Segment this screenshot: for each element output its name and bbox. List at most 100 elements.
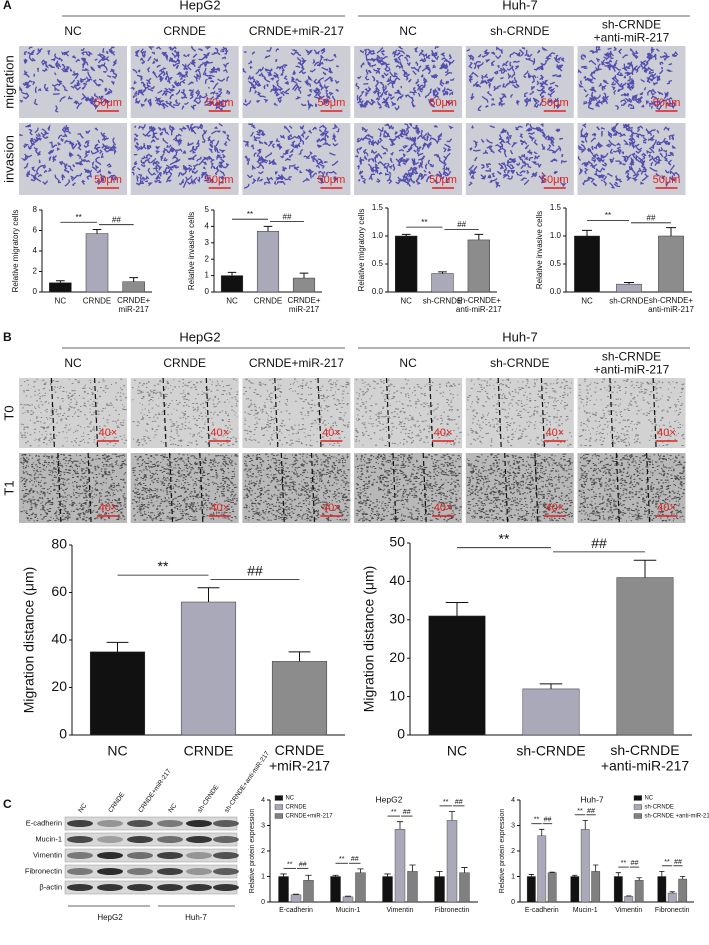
significance-label: ** [443, 799, 449, 806]
significance-label: ## [674, 859, 682, 866]
scale-label: 50μm [318, 174, 346, 186]
micrograph: 50μm [577, 46, 686, 118]
blot-band [127, 884, 153, 891]
bar [292, 277, 316, 293]
bar [330, 876, 341, 903]
bar [467, 239, 490, 293]
micrograph: 40× [577, 452, 686, 524]
cells [243, 453, 351, 522]
blot-band [97, 820, 123, 827]
significance-label: ## [587, 808, 595, 815]
scale-label: 40× [545, 502, 564, 514]
blot-group-label: HepG2 [97, 913, 123, 922]
error-bar [409, 864, 416, 872]
panel-label: A [3, 0, 12, 12]
significance-label: ## [351, 856, 359, 863]
x-tick-label-line: anti-miR-217 [456, 305, 502, 314]
significance-label: ** [577, 808, 583, 815]
scale-label: 50μm [429, 174, 457, 186]
significance-label: ## [112, 215, 121, 224]
scale-label: 50μm [653, 174, 681, 186]
y-tick-label: 50 [389, 534, 405, 550]
blot-band [213, 852, 239, 859]
y-tick-label: 3 [511, 822, 515, 829]
error-bar [659, 871, 665, 877]
micrograph: 40× [354, 377, 463, 449]
wound-edge [385, 377, 391, 449]
significance-label: ** [605, 211, 611, 220]
y-tick-label: 40 [389, 572, 405, 588]
cells [20, 453, 127, 522]
bar [591, 871, 601, 903]
y-tick-label: 80 [51, 536, 67, 552]
wound-edge [310, 452, 316, 524]
error-bar [572, 874, 578, 877]
legend-swatch [633, 795, 642, 801]
blot-band [67, 836, 93, 843]
x-tick-label: NC [55, 297, 67, 306]
scale-label: 40× [210, 502, 229, 514]
bar [395, 235, 418, 293]
blot-band [157, 820, 183, 827]
bar [89, 651, 146, 736]
error-bar [344, 895, 352, 897]
significance-label: ** [247, 210, 253, 219]
y-tick-label: 0.5 [550, 259, 562, 268]
y-tick-label: 2 [33, 267, 38, 276]
blot-band [157, 868, 183, 875]
scale-label: 50μm [206, 97, 234, 109]
cells [20, 378, 128, 447]
blot-band [127, 836, 153, 843]
column-label: sh-CRNDE [490, 356, 549, 370]
y-tick-label: 0 [511, 899, 515, 906]
blot-band [186, 836, 212, 843]
panel-label: B [3, 330, 12, 344]
x-tick-label: sh-CRNDE [423, 297, 463, 306]
significance-label: ** [158, 558, 169, 574]
cells [131, 453, 239, 522]
wound-edge [317, 377, 322, 449]
row-label: migration [1, 55, 16, 108]
y-tick-label: 3 [261, 822, 265, 829]
y-tick-label: 1.5 [372, 203, 384, 212]
error-bar [461, 867, 468, 873]
wound-edge [205, 377, 210, 449]
micrograph: 40× [577, 377, 686, 449]
bar [431, 273, 454, 293]
wound-edge [652, 377, 657, 449]
significance-label: ** [621, 860, 627, 867]
blot-band [186, 852, 212, 859]
wound-edge [50, 377, 55, 449]
error-bar [55, 280, 65, 283]
error-bar [539, 683, 563, 689]
blot-band [213, 836, 239, 843]
scale-label: 40× [99, 502, 118, 514]
x-tick-label-line: sh-CRNDE+ [649, 296, 694, 305]
cells [467, 378, 572, 447]
x-tick-label-line: +anti-miR-217 [601, 757, 690, 773]
significance-label: ## [247, 562, 263, 578]
micrograph: 40× [19, 452, 127, 524]
error-bar [633, 559, 657, 578]
blot-band [67, 868, 93, 875]
wound-edge [199, 452, 204, 524]
x-tick-label: Mucin-1 [573, 907, 598, 914]
cells [578, 378, 685, 447]
y-tick-label: 2 [205, 254, 210, 263]
error-bar [288, 651, 311, 662]
wound-edge [280, 452, 285, 524]
y-tick-label: 4 [261, 797, 265, 804]
legend-label: NC [645, 796, 654, 802]
group-title: HepG2 [179, 0, 220, 12]
wound-edge [57, 452, 62, 524]
error-bar [280, 873, 287, 877]
column-label: NC [399, 24, 417, 38]
y-tick-label: 5 [205, 205, 210, 214]
x-tick-label: CRNDE+miR-217 [287, 296, 320, 314]
bar [355, 872, 366, 903]
row-label: T0 [1, 405, 16, 420]
wound-edge [504, 452, 509, 524]
significance-label: ** [421, 218, 427, 227]
chart-title: Huh-7 [580, 794, 603, 804]
blot-band [186, 820, 212, 827]
